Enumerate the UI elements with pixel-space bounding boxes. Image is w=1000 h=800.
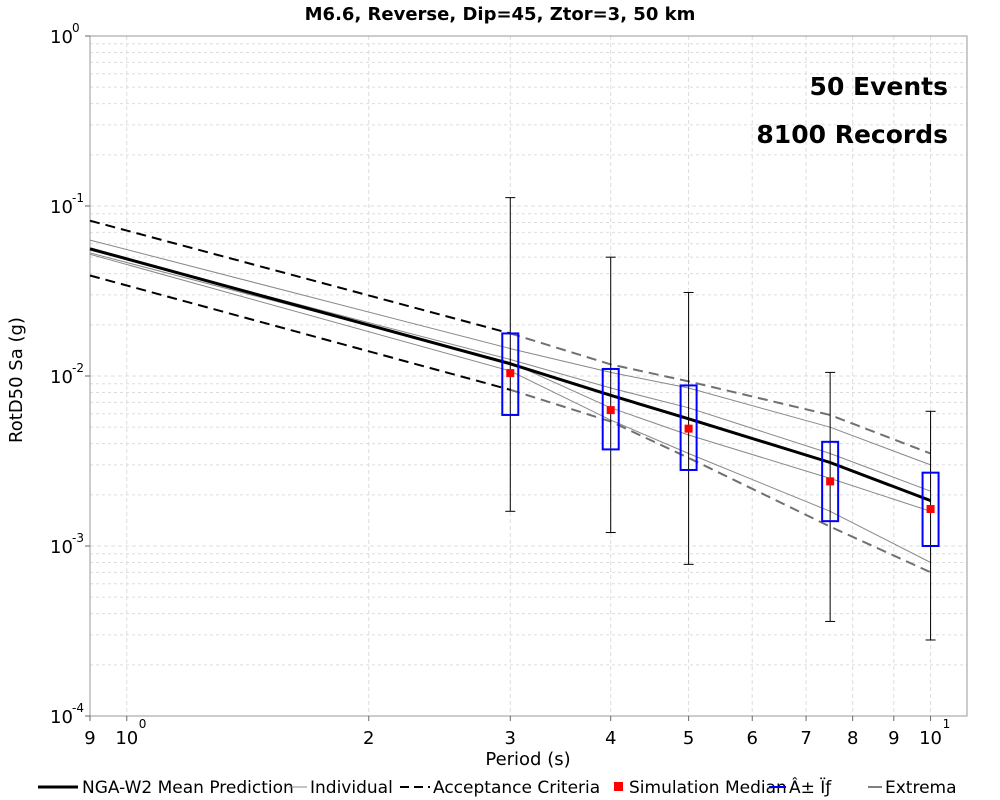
y-tick-exponent: -2 <box>72 361 84 375</box>
y-axis-label: RotD50 Sa (g) <box>6 317 27 443</box>
x-tick-exponent: 0 <box>139 717 147 731</box>
legend-label-extrema: Extrema <box>885 778 957 798</box>
legend-label-mean: NGA-W2 Mean Prediction <box>82 778 294 798</box>
x-tick-label: 9 <box>84 728 95 749</box>
x-tick-label: 9 <box>888 728 899 749</box>
x-tick-label: 10 <box>115 728 138 749</box>
legend-swatch-median <box>614 782 623 791</box>
legend-label-median: Simulation Median <box>629 778 787 798</box>
mean-prediction-line <box>89 247 932 503</box>
y-tick-label: 10 <box>50 27 73 48</box>
acceptance-criteria-line <box>509 388 932 574</box>
legend-label-acceptance: Acceptance Criteria <box>433 778 600 798</box>
simulation-median-point <box>606 406 615 415</box>
acceptance-criteria-line <box>89 274 511 391</box>
legend: NGA-W2 Mean Prediction Individual Accept… <box>38 776 957 798</box>
sigma-box <box>501 332 520 416</box>
simulation-median-point <box>684 424 693 433</box>
individual-line <box>89 249 931 492</box>
individual-line <box>89 253 931 563</box>
y-tick-label: 10 <box>50 197 73 218</box>
annotation-records: 8100 Records <box>756 120 948 149</box>
sigma-box <box>601 367 620 451</box>
x-axis-label: Period (s) <box>485 749 570 770</box>
x-tick-exponent: 1 <box>943 717 951 731</box>
sigma-box <box>821 440 840 523</box>
x-tick-label: 4 <box>605 728 616 749</box>
y-tick-exponent: -4 <box>72 701 84 715</box>
acceptance-criteria-line <box>510 332 931 455</box>
x-tick-label: 6 <box>747 728 758 749</box>
x-tick-label: 5 <box>683 728 694 749</box>
simulation-median-point <box>506 369 515 378</box>
y-tick-label: 10 <box>50 537 73 558</box>
y-tick-exponent: -1 <box>72 191 84 205</box>
y-tick-label: 10 <box>50 367 73 388</box>
acceptance-criteria-line <box>89 219 511 335</box>
simulation-median-point <box>826 477 835 486</box>
legend-label-individual: Individual <box>310 778 393 798</box>
legend-label-sigma: Â± Ïƒ <box>789 776 832 798</box>
annotation-events: 50 Events <box>810 72 948 101</box>
x-tick-label: 7 <box>800 728 811 749</box>
series-layer <box>89 197 940 641</box>
y-tick-exponent: -3 <box>72 531 84 545</box>
sigma-box <box>679 384 698 471</box>
x-tick-label: 10 <box>919 728 942 749</box>
sigma-box <box>921 471 940 547</box>
y-tick-exponent: 0 <box>72 21 80 35</box>
x-tick-label: 3 <box>505 728 516 749</box>
simulation-median-point <box>926 505 935 514</box>
chart-title: M6.6, Reverse, Dip=45, Ztor=3, 50 km <box>305 4 696 25</box>
y-tick-label: 10 <box>50 707 73 728</box>
x-tick-label: 8 <box>847 728 858 749</box>
individual-line <box>89 239 931 466</box>
x-tick-label: 2 <box>363 728 374 749</box>
